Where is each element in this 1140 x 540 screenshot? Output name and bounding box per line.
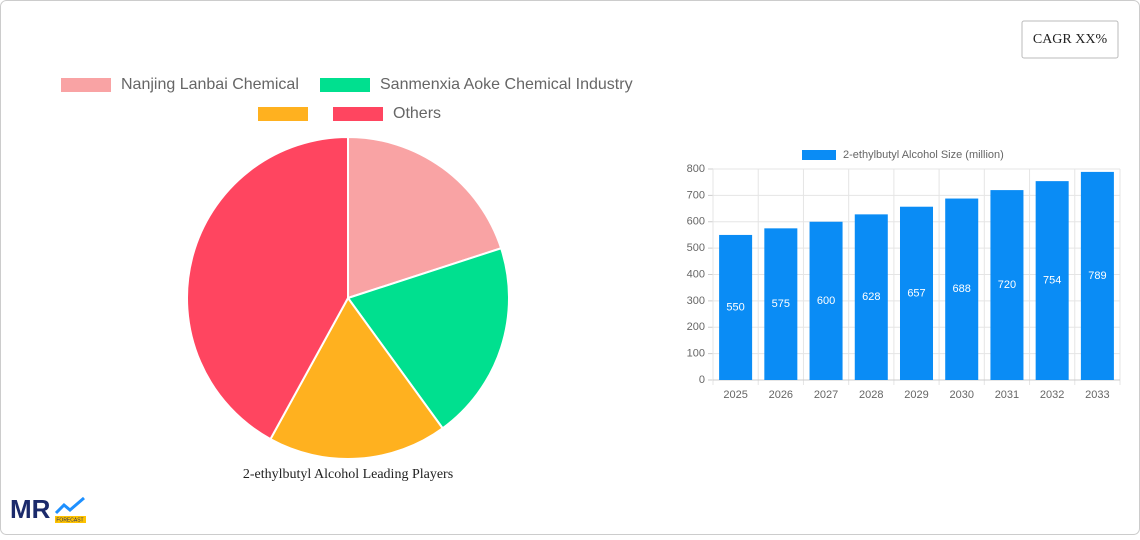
- pie-slice: [347, 135, 503, 300]
- legend-swatch: [333, 107, 383, 121]
- bar: [854, 214, 888, 380]
- x-tick-label: 2031: [995, 389, 1019, 401]
- bar: [899, 206, 934, 380]
- cagr-label: CAGR XX%: [1033, 32, 1108, 47]
- x-tick-label: 2026: [769, 389, 793, 401]
- pie-slice: [346, 246, 510, 430]
- legend-label: Nanjing Lanbai Chemical: [121, 76, 299, 93]
- y-tick-label: 800: [687, 163, 705, 175]
- logo-text: MR: [10, 494, 51, 524]
- legend-swatch: [61, 78, 111, 92]
- x-tick-label: 2030: [949, 389, 973, 401]
- x-tick-label: 2033: [1085, 389, 1109, 401]
- pie-slice: [269, 296, 445, 460]
- chart-title: 2-ethylbutyl Alcohol Leading Players: [243, 467, 453, 482]
- cagr-box: [1021, 20, 1119, 59]
- bar-value-label: 600: [817, 295, 835, 307]
- logo-band: [55, 516, 86, 523]
- bar: [1080, 171, 1114, 380]
- bar: [990, 190, 1024, 380]
- x-tick-label: 2028: [859, 389, 883, 401]
- x-tick-label: 2027: [814, 389, 838, 401]
- legend-label: 2-ethylbutyl Alcohol Size (million): [843, 149, 1004, 161]
- legend-swatch: [802, 150, 836, 160]
- bar: [1035, 181, 1069, 380]
- bar-value-label: 720: [998, 279, 1016, 291]
- y-tick-label: 200: [687, 321, 705, 333]
- legend-swatch: [258, 107, 308, 121]
- logo: MR FORECAST: [10, 494, 86, 524]
- logo-subtext: FORECAST: [56, 517, 83, 523]
- bar-value-label: 657: [907, 287, 925, 299]
- legend-label: Sanmenxia Aoke Chemical Industry: [380, 76, 633, 93]
- y-tick-label: 300: [687, 295, 705, 307]
- y-tick-label: 100: [687, 348, 705, 360]
- x-tick-label: 2032: [1040, 389, 1064, 401]
- legend-swatch: [320, 78, 370, 92]
- y-tick-label: 600: [687, 216, 705, 228]
- bar: [809, 221, 843, 380]
- bar-value-label: 550: [726, 301, 744, 313]
- bar-value-label: 754: [1043, 274, 1061, 286]
- pie-slice: [186, 135, 349, 441]
- x-tick-label: 2025: [723, 389, 747, 401]
- logo-arrow: [54, 496, 85, 515]
- bar-value-label: 628: [862, 291, 880, 303]
- x-tick-label: 2029: [904, 389, 928, 401]
- bar: [945, 198, 979, 380]
- y-tick-label: 500: [687, 242, 705, 254]
- y-tick-label: 700: [687, 189, 705, 201]
- bar-value-label: 575: [772, 298, 790, 310]
- bar-value-label: 789: [1088, 270, 1106, 282]
- bar: [764, 228, 798, 380]
- bar-value-label: 688: [953, 283, 971, 295]
- legend-label: Others: [393, 105, 441, 122]
- y-tick-label: 0: [699, 374, 705, 386]
- y-tick-label: 400: [687, 268, 705, 280]
- bar: [719, 234, 753, 380]
